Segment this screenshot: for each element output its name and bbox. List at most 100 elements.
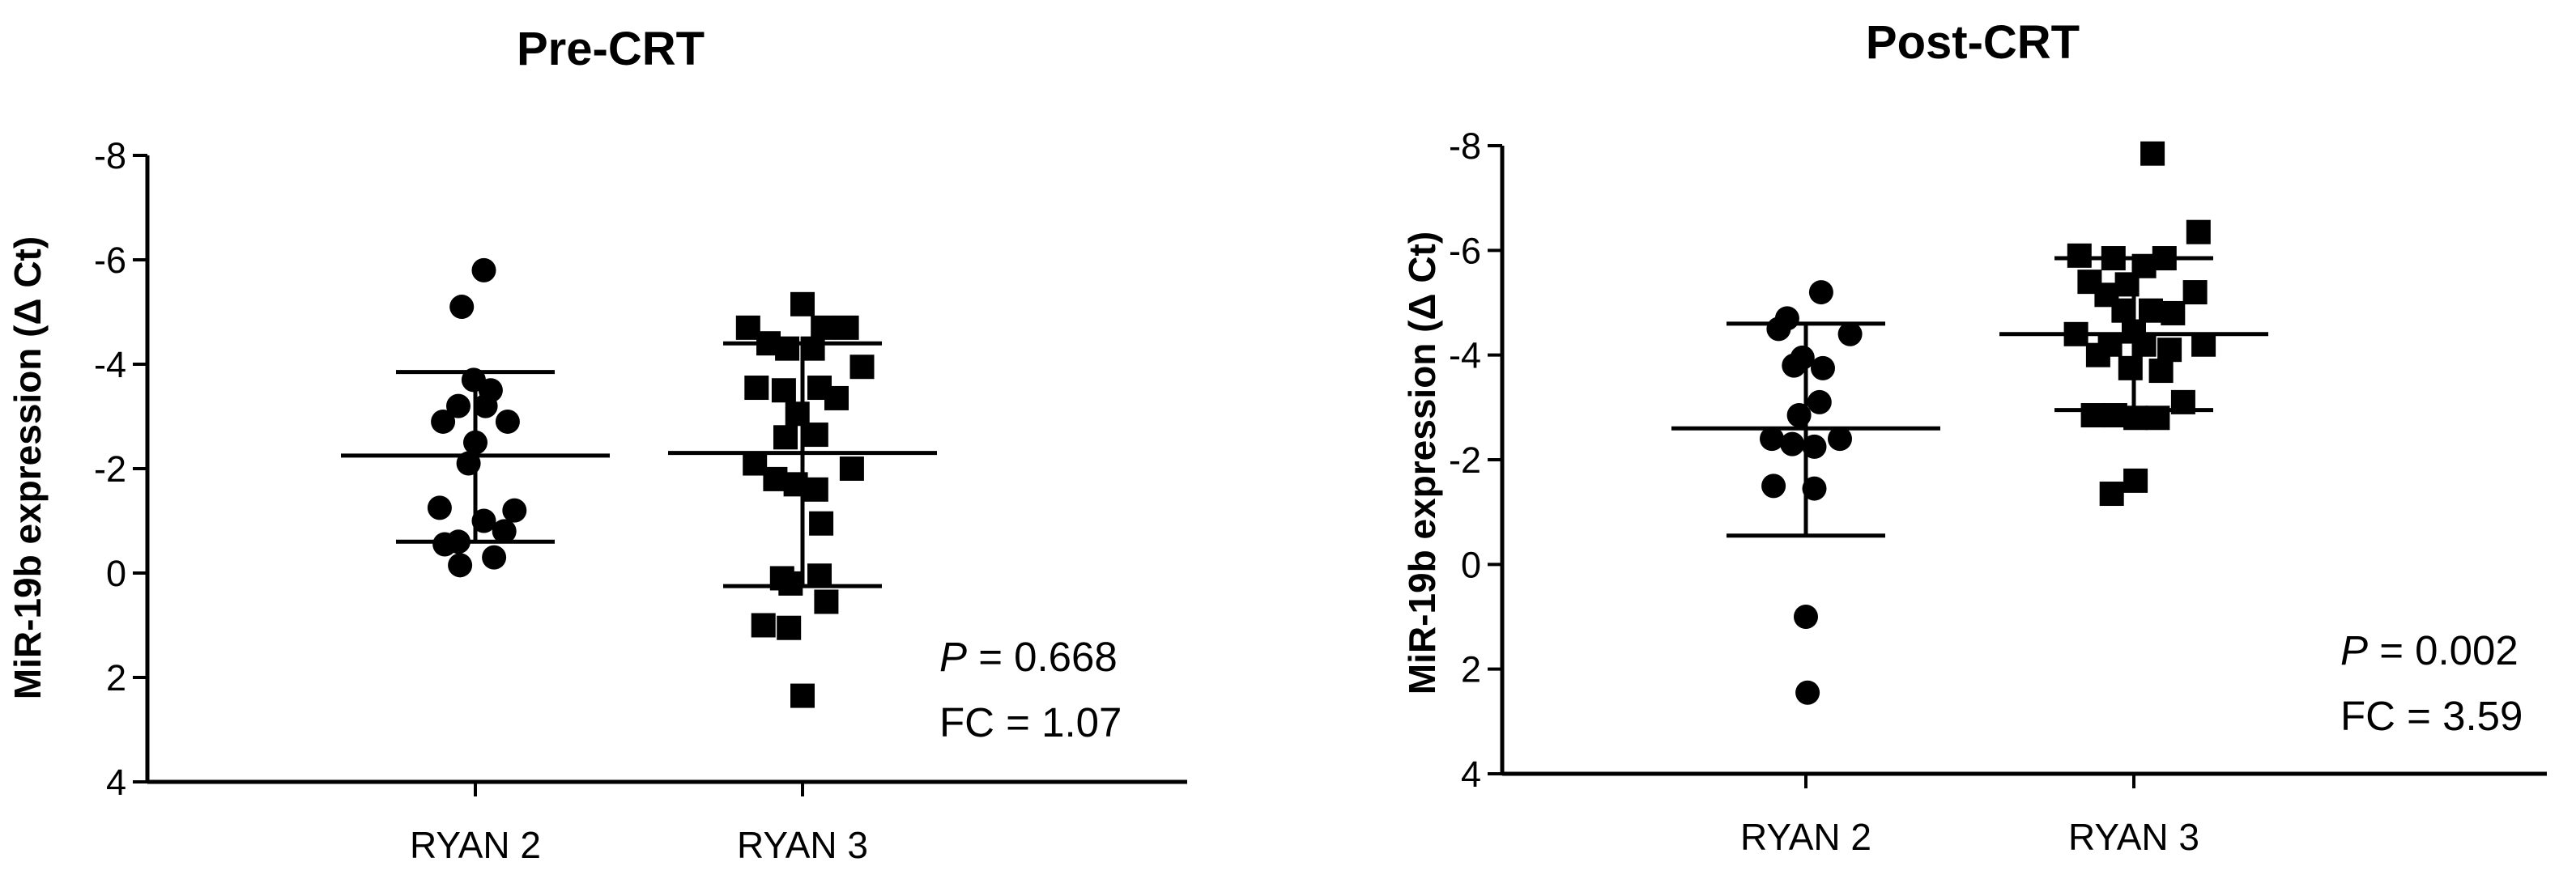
data-point (448, 553, 473, 578)
data-point (800, 336, 825, 361)
data-point (2140, 141, 2165, 166)
data-point (771, 378, 796, 403)
x-tick-label: RYAN 3 (737, 824, 868, 866)
p-value-annotation: P = 0.668 (939, 634, 1118, 680)
data-point (1807, 389, 1832, 414)
data-point (743, 451, 768, 476)
p-value: = 0.668 (967, 634, 1118, 680)
data-point (2111, 298, 2136, 323)
data-point (471, 257, 496, 282)
data-point (811, 315, 836, 340)
y-tick-label: -6 (94, 240, 126, 281)
data-point (834, 315, 859, 340)
p-label: P (939, 634, 967, 680)
data-point (1828, 427, 1852, 452)
p-value-annotation: P = 0.002 (2340, 627, 2519, 673)
x-axis-categories: RYAN 2 RYAN 3 (1740, 774, 2199, 858)
data-point (446, 393, 470, 418)
data-point (777, 615, 802, 640)
data-point (2118, 355, 2143, 380)
p-label: P (2340, 627, 2368, 673)
y-tick-label: 4 (1461, 754, 1481, 795)
data-point (803, 477, 828, 502)
y-tick-label: -8 (94, 135, 126, 176)
x-axis-categories: RYAN 2 RYAN 3 (410, 782, 868, 866)
chart-panel-post-crt: Post-CRT MiR-19b expression (Δ Ct) -8-6-… (1401, 16, 2547, 858)
data-point (1782, 353, 1807, 378)
data-point (2067, 243, 2092, 268)
y-tick-label: 0 (106, 553, 126, 594)
chart-title: Pre-CRT (517, 23, 705, 75)
data-point (492, 519, 517, 544)
data-point (1808, 280, 1833, 305)
data-point (502, 498, 527, 523)
data-point (790, 683, 815, 708)
data-point (1802, 476, 1827, 501)
x-tick-label: RYAN 3 (2068, 816, 2199, 858)
data-point (1761, 473, 1786, 499)
error-bars (1671, 256, 2268, 538)
data-point (2123, 468, 2148, 493)
data-point (763, 466, 788, 491)
data-point (2157, 338, 2182, 363)
data-point (2139, 298, 2163, 323)
data-point (824, 385, 849, 410)
data-point (431, 409, 456, 434)
y-tick-label: 2 (106, 657, 126, 699)
error-bars (341, 341, 937, 588)
data-point (814, 589, 839, 614)
data-point (2186, 219, 2211, 244)
data-points (1760, 141, 2216, 705)
y-axis-label: MiR-19b expression (Δ Ct) (1401, 231, 1443, 694)
y-tick-label: -4 (1449, 335, 1481, 376)
y-tick-label: 2 (1461, 649, 1481, 690)
data-point (773, 425, 798, 450)
data-point (2148, 359, 2174, 384)
data-point (744, 376, 769, 401)
data-point (735, 315, 760, 340)
data-point (1794, 605, 1818, 629)
data-point (2131, 332, 2157, 357)
data-point (2102, 403, 2127, 428)
data-point (2080, 403, 2106, 428)
y-axis-ticks: -8 -6 -4 -2 0 2 4 (1449, 125, 1502, 795)
data-point (1780, 431, 1805, 456)
data-point (849, 355, 875, 380)
y-axis-label: MiR-19b expression (Δ Ct) (6, 236, 49, 699)
data-point (1766, 316, 1791, 342)
data-point (471, 508, 496, 533)
fold-change-annotation: FC = 1.07 (939, 699, 1122, 745)
data-point (807, 563, 832, 588)
y-tick-label: 4 (106, 762, 126, 803)
data-point (1795, 680, 1820, 705)
data-point (751, 613, 776, 638)
data-point (473, 393, 498, 418)
y-tick-label: -8 (1449, 125, 1481, 167)
data-point (495, 409, 520, 434)
data-points (427, 257, 875, 708)
data-point (2085, 342, 2110, 367)
data-point (2099, 482, 2124, 507)
data-point (809, 511, 834, 536)
data-point (790, 291, 815, 316)
data-point (1811, 355, 1835, 380)
chart-panel-pre-crt: Pre-CRT MiR-19b expression (Δ Ct) -8 -6 -4… (6, 23, 1187, 866)
y-tick-label: -2 (94, 448, 126, 490)
data-point (449, 295, 475, 320)
data-point (785, 401, 810, 427)
y-tick-label: -4 (94, 344, 126, 385)
y-axis-ticks: -8 -6 -4 -2 0 2 4 (94, 135, 147, 803)
y-tick-label: 0 (1461, 544, 1481, 585)
p-value: = 0.002 (2368, 627, 2519, 673)
data-point (2191, 332, 2216, 357)
data-point (427, 495, 452, 520)
fold-change-annotation: FC = 3.59 (2340, 693, 2523, 739)
data-point (2182, 280, 2208, 305)
data-point (2161, 300, 2186, 325)
data-point (1802, 434, 1827, 459)
x-tick-label: RYAN 2 (410, 824, 541, 866)
data-point (482, 545, 507, 570)
data-point (775, 336, 800, 361)
